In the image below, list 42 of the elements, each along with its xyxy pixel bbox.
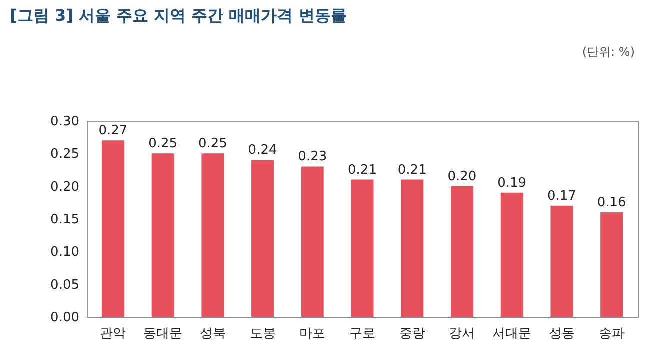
data-label: 0.23 xyxy=(298,150,328,165)
x-tick-label: 관악 xyxy=(100,326,126,342)
y-tick-label: 0.10 xyxy=(50,245,80,260)
data-label: 0.25 xyxy=(198,136,228,152)
data-label: 0.21 xyxy=(398,162,427,178)
bar xyxy=(451,186,474,317)
y-tick-label: 0.05 xyxy=(50,278,80,293)
data-label: 0.20 xyxy=(448,169,477,184)
data-label: 0.25 xyxy=(148,136,178,152)
x-tick-label: 동대문 xyxy=(144,326,183,342)
y-tick-label: 0.30 xyxy=(50,114,80,130)
text: (단위: %) xyxy=(582,45,635,59)
data-label: 0.16 xyxy=(597,195,626,210)
bar xyxy=(401,180,424,317)
data-label: 0.27 xyxy=(98,124,128,139)
data-label: 0.24 xyxy=(248,143,278,158)
x-tick-label: 강서 xyxy=(449,326,476,342)
data-label: 0.21 xyxy=(348,162,377,178)
x-tick-label: 중랑 xyxy=(399,326,426,342)
bar xyxy=(351,180,374,317)
bar xyxy=(600,212,624,317)
bar xyxy=(202,154,224,317)
data-label: 0.17 xyxy=(547,188,576,204)
bar xyxy=(152,154,174,317)
y-tick-label: 0.20 xyxy=(50,180,80,195)
bar xyxy=(252,160,274,317)
x-tick-label: 서대문 xyxy=(492,326,532,342)
x-tick-label: 도봉 xyxy=(250,326,276,342)
x-tick-label: 성동 xyxy=(548,326,575,342)
y-tick-label: 0.00 xyxy=(50,310,80,326)
x-tick-label: 구로 xyxy=(350,326,376,342)
chart-title: [그림 3] 서울 주요 지역 주간 매매가격 변동률 xyxy=(10,6,347,25)
x-tick-label: 마포 xyxy=(300,326,326,342)
x-tick-label: 성북 xyxy=(200,326,226,342)
bar xyxy=(301,166,324,317)
bar xyxy=(102,140,124,317)
bar xyxy=(500,192,524,317)
data-label: 0.19 xyxy=(498,176,527,191)
x-tick-label: 송파 xyxy=(598,326,625,342)
y-tick-label: 0.15 xyxy=(50,212,80,228)
y-tick-label: 0.25 xyxy=(50,147,80,162)
bar xyxy=(550,206,574,317)
